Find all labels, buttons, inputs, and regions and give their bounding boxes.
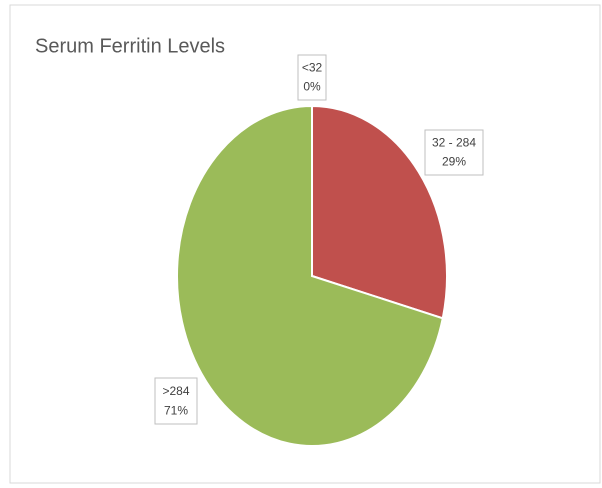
data-label: 0% — [303, 80, 321, 94]
pie-slice — [311, 104, 448, 320]
category-label: <32 — [302, 61, 323, 75]
data-label: 71% — [164, 403, 188, 417]
category-label: 32 - 284 — [432, 136, 476, 150]
pie-slice — [176, 104, 444, 447]
data-label-box — [154, 377, 198, 425]
category-label: >284 — [162, 384, 189, 398]
data-label-box — [297, 54, 327, 101]
chart-title: Serum Ferritin Levels — [35, 35, 225, 57]
data-label: 29% — [442, 155, 466, 169]
data-label-box — [424, 129, 484, 176]
